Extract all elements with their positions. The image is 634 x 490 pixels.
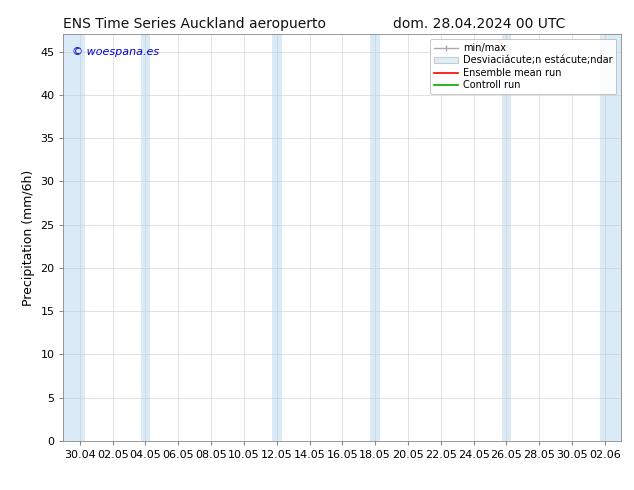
- Legend: min/max, Desviaciácute;n estácute;ndar, Ensemble mean run, Controll run: min/max, Desviaciácute;n estácute;ndar, …: [430, 39, 616, 94]
- Text: dom. 28.04.2024 00 UTC: dom. 28.04.2024 00 UTC: [393, 17, 566, 31]
- Bar: [272, 34, 281, 441]
- Bar: [63, 34, 85, 441]
- Y-axis label: Precipitation (mm/6h): Precipitation (mm/6h): [22, 170, 35, 306]
- Text: © woespana.es: © woespana.es: [72, 47, 159, 56]
- Bar: [141, 34, 150, 441]
- Bar: [370, 34, 380, 441]
- Text: ENS Time Series Auckland aeropuerto: ENS Time Series Auckland aeropuerto: [63, 17, 327, 31]
- Bar: [600, 34, 621, 441]
- Bar: [501, 34, 512, 441]
